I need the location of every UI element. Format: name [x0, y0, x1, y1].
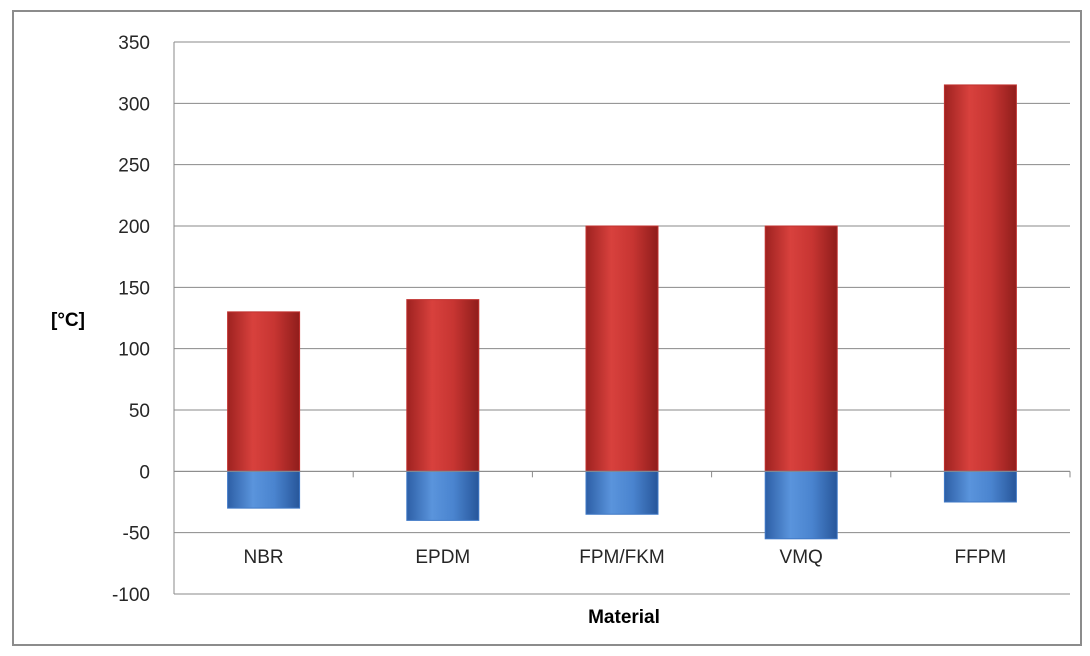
bar-min-temperature	[406, 470, 480, 521]
x-tick-label: FPM/FKM	[579, 547, 665, 568]
x-tick-label: NBR	[244, 547, 284, 568]
y-tick-label: 100	[118, 340, 150, 361]
y-tick-label: 350	[118, 33, 150, 54]
x-axis-ticks: NBR EPDM FPM/FKM VMQ FFPM	[244, 547, 1007, 568]
y-tick-label: -50	[123, 524, 150, 545]
bar-min-temperature	[227, 470, 301, 509]
bars	[227, 84, 1017, 540]
y-axis-title: [°C]	[51, 310, 85, 331]
y-tick-label: 50	[129, 401, 150, 422]
x-axis-title: Material	[588, 607, 660, 628]
y-tick-label: 150	[118, 278, 150, 299]
bar-min-temperature	[764, 470, 838, 540]
y-axis-ticks: -100 -50 0 50 100 150 200 250 300 350	[112, 33, 150, 606]
x-tick-label: VMQ	[780, 547, 823, 568]
axes	[173, 42, 1071, 594]
y-tick-label: 250	[118, 156, 150, 177]
gridlines	[174, 41, 1070, 595]
bar-max-temperature	[406, 299, 480, 472]
bar-max-temperature	[227, 311, 301, 472]
bar-max-temperature	[764, 225, 838, 472]
bar-max-temperature	[585, 225, 659, 472]
chart-frame	[12, 10, 1082, 646]
y-tick-label: 0	[139, 462, 150, 483]
y-tick-label: 200	[118, 217, 150, 238]
x-tick-label: FFPM	[955, 547, 1007, 568]
bar-max-temperature	[943, 84, 1017, 472]
bar-min-temperature	[585, 470, 659, 515]
y-tick-label: -100	[112, 585, 150, 606]
y-tick-label: 300	[118, 94, 150, 115]
bar-min-temperature	[943, 470, 1017, 503]
x-tick-label: EPDM	[415, 547, 470, 568]
